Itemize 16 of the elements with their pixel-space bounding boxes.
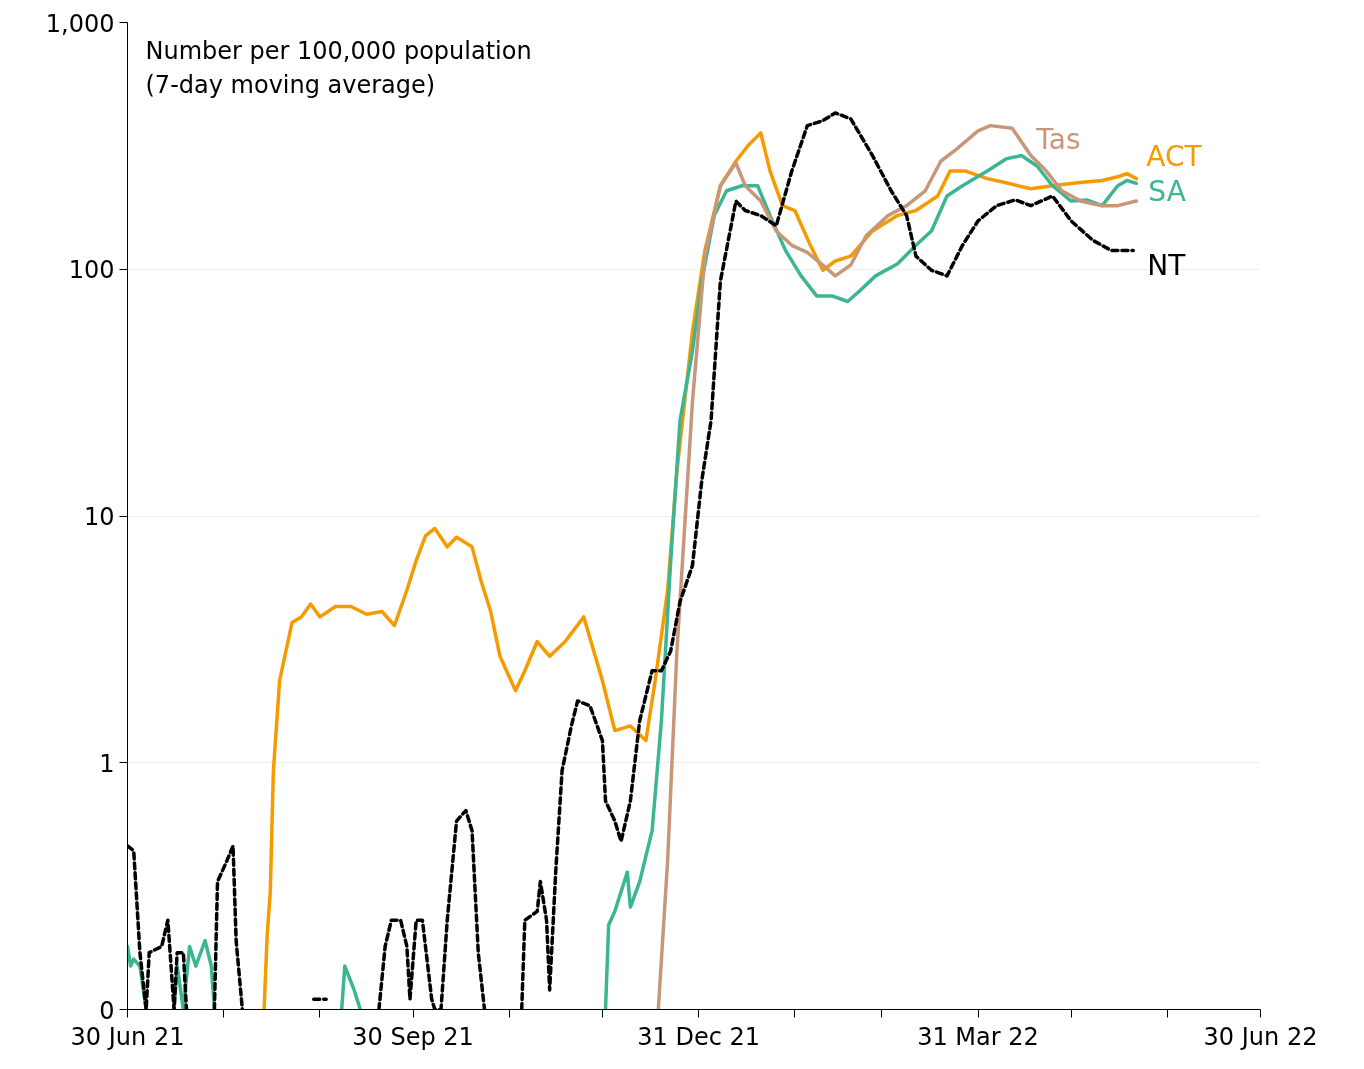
y-tick-label: 100 [68, 256, 115, 285]
x-tick-label: 30 Jun 21 [70, 1022, 185, 1051]
y-tick-label: 1 [99, 749, 115, 778]
series-label: NT [1147, 249, 1187, 283]
x-tick-label: 31 Dec 21 [637, 1022, 761, 1051]
x-tick-label: 31 Mar 22 [917, 1022, 1039, 1051]
x-tick-label: 30 Jun 22 [1203, 1022, 1318, 1051]
series-label: ACT [1146, 140, 1203, 174]
y-tick-label: 1,000 [45, 9, 115, 38]
y-tick-label: 10 [83, 503, 115, 531]
x-tick-label: 30 Sep 21 [352, 1022, 474, 1051]
annotation: Number per 100,000 population (7-day moving average) [145, 36, 532, 99]
series-label: SA [1148, 174, 1186, 208]
series-label: Tas [1035, 122, 1081, 156]
y-tick-label: 0 [99, 996, 115, 1025]
line-series [656, 123, 1139, 1010]
